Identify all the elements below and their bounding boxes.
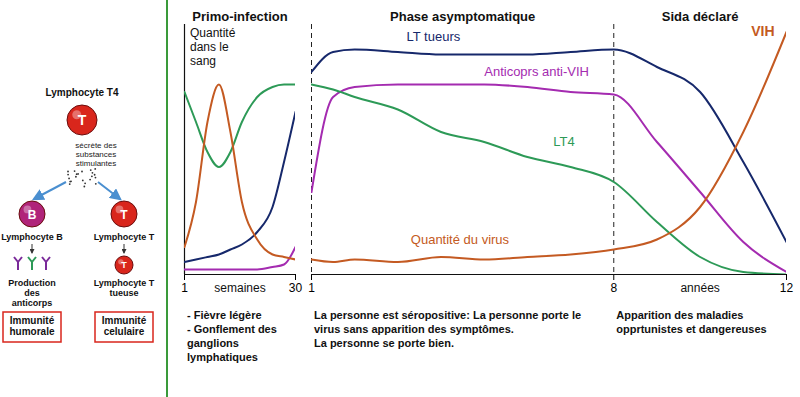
html-text:- Gonflement des ganglions lym: - Gonflement des ganglions lymphatiques bbox=[187, 323, 277, 363]
svg-text:Phase asymptomatique: Phase asymptomatique bbox=[390, 9, 535, 24]
html-text:La personne est séropositive:: La personne est séropositive: La personn… bbox=[314, 309, 582, 335]
svg-text:Quantité du virus: Quantité du virus bbox=[411, 232, 510, 247]
svg-text:Primo-infection: Primo-infection bbox=[192, 9, 287, 24]
svg-text:Lymphocyte T4: Lymphocyte T4 bbox=[46, 87, 119, 98]
html-text:Apparition des maladies opprtu: Apparition des maladies opprtunistes et … bbox=[616, 309, 767, 335]
svg-text:semaines: semaines bbox=[214, 281, 265, 295]
html-text:- Fièvre légère: - Fièvre légère bbox=[187, 309, 262, 321]
html-text:La personne se porte bien.: La personne se porte bien. bbox=[314, 337, 454, 349]
svg-text:LT tueurs: LT tueurs bbox=[407, 29, 461, 44]
svg-text:sécrète dessubstancesstimulant: sécrète dessubstancesstimulantes bbox=[75, 141, 116, 168]
svg-text:8: 8 bbox=[610, 281, 617, 295]
svg-text:Lymphocyte Ttueuse: Lymphocyte Ttueuse bbox=[94, 278, 155, 298]
svg-text:Lymphocyte T: Lymphocyte T bbox=[94, 232, 155, 242]
svg-text:T: T bbox=[121, 260, 127, 270]
svg-text:LT4: LT4 bbox=[553, 134, 574, 149]
svg-text:Lymphocyte B: Lymphocyte B bbox=[1, 232, 63, 242]
svg-text:12: 12 bbox=[780, 281, 794, 295]
svg-text:Sida déclaré: Sida déclaré bbox=[662, 9, 739, 24]
svg-text:1: 1 bbox=[181, 281, 188, 295]
svg-text:Immunitéhumorale: Immunitéhumorale bbox=[9, 315, 54, 337]
svg-text:T: T bbox=[120, 208, 128, 222]
svg-text:B: B bbox=[28, 208, 37, 222]
svg-text:VIH: VIH bbox=[751, 23, 774, 39]
svg-text:T: T bbox=[78, 112, 87, 128]
svg-text:30: 30 bbox=[289, 281, 303, 295]
svg-text:années: années bbox=[680, 281, 719, 295]
html-text:Quantité dans le sang: Quantité dans le sang bbox=[190, 26, 236, 68]
svg-text:1: 1 bbox=[308, 281, 315, 295]
svg-text:Anticoprs anti-VIH: Anticoprs anti-VIH bbox=[484, 64, 589, 79]
svg-text:Immunitécelulaire: Immunitécelulaire bbox=[102, 315, 147, 337]
svg-text:Productiondesanticorps: Productiondesanticorps bbox=[8, 278, 56, 308]
